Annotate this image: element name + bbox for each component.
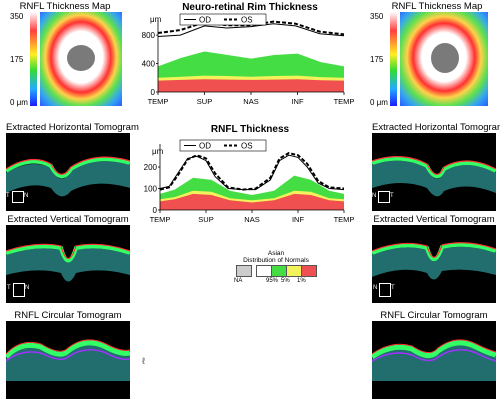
normals-distribution-legend: Asian Distribution of Normals NA 95% 5% …	[226, 250, 326, 285]
c2-xtick-label: TEMP	[334, 215, 355, 224]
normals-legend-swatches	[226, 265, 326, 277]
right-circular-tomogram-title: RNFL Circular Tomogram	[380, 310, 488, 321]
normals-legend-title-line1: Asian	[267, 250, 285, 257]
right-circular-tomogram-image	[372, 339, 496, 381]
normals-legend-title: Asian Distribution of Normals	[226, 250, 326, 264]
right-optic-disc	[431, 43, 459, 73]
rim-chart-ylabel: μm	[150, 15, 162, 24]
swatch-yellow	[286, 265, 302, 277]
right-horizontal-tomogram: N T	[372, 133, 496, 211]
left-horizontal-mark-t: T	[6, 193, 10, 199]
c2-xtick-label: NAS	[244, 215, 259, 224]
c1-xtick-label: SUP	[197, 97, 212, 106]
left-thickness-map-panel: 350 175 0 μm	[10, 12, 125, 107]
left-vertical-mark-t: T	[7, 285, 11, 291]
c1-xtick-label: TEMP	[334, 97, 355, 106]
right-horizontal-orientation-box	[378, 191, 390, 203]
c1-legend-od-label: OD	[199, 16, 211, 25]
right-scale-mid: 175	[370, 55, 384, 64]
c2-band-red	[160, 193, 344, 210]
legend-label-1: 1%	[297, 278, 306, 284]
c2-ytick-label: 0	[153, 206, 158, 215]
left-horizontal-tomogram-title: Extracted Horizontal Tomogram	[6, 122, 139, 133]
left-circular-tomogram	[6, 321, 130, 399]
c2-legend-od-label: OD	[199, 142, 211, 151]
legend-label-95: 95%	[266, 278, 279, 284]
left-vertical-tomogram: T N	[6, 225, 130, 303]
left-optic-disc	[67, 45, 95, 71]
c2-legend-os-label: OS	[241, 142, 253, 151]
rim-chart-title: Neuro-retinal Rim Thickness	[182, 2, 318, 13]
c1-ytick-label: 800	[142, 31, 156, 40]
c1-band-red	[158, 79, 344, 92]
left-scale-min: 0 μm	[10, 98, 28, 107]
left-map-title: RNFL Thickness Map	[19, 1, 111, 12]
right-horizontal-mark-n: N	[372, 193, 377, 199]
right-horizontal-mark-t: T	[390, 193, 394, 199]
c2-xtick-label: SUP	[198, 215, 213, 224]
legend-label-5: 5%	[281, 278, 290, 284]
c1-ytick-label: 0	[151, 88, 156, 97]
page-marker: ℓ	[142, 356, 145, 366]
left-horizontal-tomogram-image	[6, 156, 130, 197]
right-vertical-orientation-box	[379, 283, 391, 297]
c1-series-os	[157, 20, 345, 36]
right-vertical-tomogram-title: Extracted Vertical Tomogram	[373, 214, 495, 225]
right-vertical-mark-t: T	[391, 285, 395, 291]
normals-legend-title-line2: Distribution of Normals	[243, 257, 309, 264]
swatch-white	[255, 265, 272, 277]
normals-legend-labels: NA 95% 5% 1%	[226, 277, 326, 285]
left-vertical-mark-n: N	[25, 285, 30, 291]
legend-label-na: NA	[234, 278, 243, 284]
c2-ytick-label: 200	[144, 163, 158, 172]
c1-xtick-label: NAS	[243, 97, 258, 106]
c1-legend-box	[179, 13, 267, 26]
c1-ytick-label: 400	[142, 60, 156, 69]
swatch-na	[235, 265, 252, 277]
swatch-red	[301, 265, 317, 277]
c2-legend-box	[179, 139, 267, 152]
left-vertical-tomogram-title: Extracted Vertical Tomogram	[7, 214, 129, 225]
c1-xtick-label: INF	[291, 97, 304, 106]
left-circular-tomogram-title: RNFL Circular Tomogram	[14, 310, 122, 321]
right-color-scale-bar	[390, 12, 397, 106]
right-scale-min: 0 μm	[370, 98, 388, 107]
rnfl-chart-ylabel: μm	[152, 147, 164, 156]
right-vertical-mark-n: N	[373, 285, 378, 291]
right-circular-tomogram	[372, 321, 496, 399]
c1-xtick-label: TEMP	[148, 97, 169, 106]
c2-xtick-label: TEMP	[150, 215, 171, 224]
right-scale-max: 350	[370, 12, 384, 21]
right-horizontal-tomogram-image	[372, 156, 496, 197]
c2-xtick-label: INF	[292, 215, 305, 224]
swatch-green	[271, 265, 287, 277]
right-rnfl-thickness-map	[400, 12, 488, 106]
left-horizontal-mark-n: N	[24, 193, 29, 199]
right-map-title: RNFL Thickness Map	[391, 1, 483, 12]
right-vertical-tomogram-image	[372, 242, 496, 280]
c2-ytick-label: 100	[144, 185, 158, 194]
right-thickness-map-panel: 350 175 0 μm	[370, 12, 495, 107]
left-scale-mid: 175	[10, 55, 24, 64]
left-horizontal-orientation-box	[12, 191, 24, 203]
left-color-scale-bar	[30, 12, 37, 106]
c2-series-os	[159, 152, 345, 191]
rnfl-chart-title: RNFL Thickness	[211, 124, 290, 135]
neuro-retinal-rim-chart: Neuro-retinal Rim Thickness μm 8004000TE…	[142, 2, 355, 106]
c1-legend-os-label: OS	[241, 16, 253, 25]
c1-series-od	[157, 23, 345, 37]
right-horizontal-tomogram-title: Extracted Horizontal Tomogram	[372, 122, 500, 133]
left-rnfl-thickness-map	[40, 12, 122, 106]
left-scale-max: 350	[10, 12, 24, 21]
left-circular-tomogram-image	[6, 339, 130, 381]
left-horizontal-tomogram: T N	[6, 133, 130, 211]
left-vertical-orientation-box	[13, 283, 25, 297]
right-vertical-tomogram: N T	[372, 225, 496, 303]
left-vertical-tomogram-image	[6, 243, 130, 282]
